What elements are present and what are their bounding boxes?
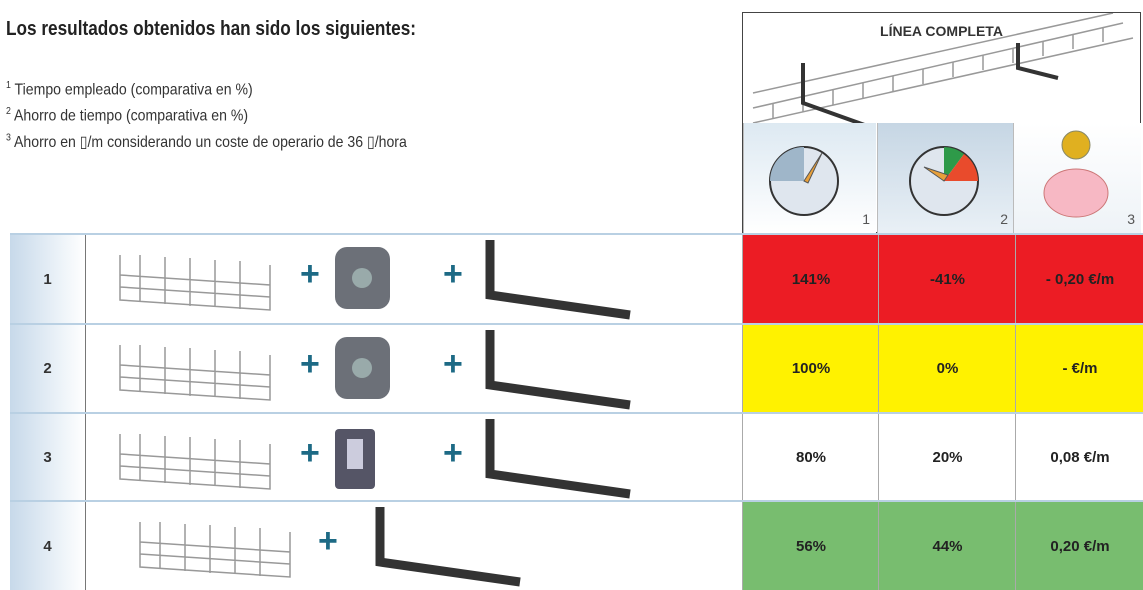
panel: 1 2 3 LÍNEA COMPLETA bbox=[742, 12, 1141, 233]
value-cell: 20% bbox=[878, 414, 1016, 500]
product-images bbox=[119, 419, 631, 499]
value-cell: 44% bbox=[878, 502, 1016, 590]
row-label: 3 bbox=[10, 414, 86, 500]
note-text: Ahorro de tiempo (comparativa en %) bbox=[14, 107, 249, 125]
value-cell: 0,08 €/m bbox=[1015, 414, 1143, 500]
row-label: 1 bbox=[10, 235, 86, 323]
plus-sign: + bbox=[443, 255, 463, 293]
note-number: 3 bbox=[6, 132, 11, 144]
note: 3 Ahorro en ▯/m considerando un coste de… bbox=[6, 132, 407, 152]
note: 2 Ahorro de tiempo (comparativa en %) bbox=[6, 106, 248, 125]
plus-sign: + bbox=[300, 434, 320, 472]
plus-sign: + bbox=[300, 255, 320, 293]
value-cell: -41% bbox=[878, 235, 1016, 323]
value-cell: 100% bbox=[742, 325, 879, 412]
row-label: 4 bbox=[10, 502, 86, 590]
value-cell: 0% bbox=[878, 325, 1016, 412]
product-images bbox=[119, 330, 631, 410]
plus-sign: + bbox=[443, 434, 463, 472]
value-cell: - €/m bbox=[1015, 325, 1143, 412]
product-images bbox=[119, 240, 631, 320]
value-cell: 56% bbox=[742, 502, 879, 590]
row-label: 2 bbox=[10, 325, 86, 412]
value-cell: 141% bbox=[742, 235, 879, 323]
title: Los resultados obtenidos han sido los si… bbox=[6, 18, 416, 40]
icon-number: 1 bbox=[862, 211, 870, 227]
row-separator bbox=[10, 323, 1143, 325]
row-separator bbox=[10, 233, 1143, 235]
panel-title: LÍNEA COMPLETA bbox=[880, 23, 1003, 39]
icon-number: 3 bbox=[1127, 211, 1135, 227]
money-icon: 3 bbox=[1013, 123, 1141, 233]
value-cell: 0,20 €/m bbox=[1015, 502, 1143, 590]
note-number: 2 bbox=[6, 106, 11, 117]
icon-number: 2 bbox=[1000, 211, 1008, 227]
note-number: 1 bbox=[6, 80, 11, 91]
product-images bbox=[139, 507, 521, 587]
row-separator bbox=[10, 500, 1143, 502]
plus-sign: + bbox=[443, 345, 463, 383]
note-text: Tiempo empleado (comparativa en %) bbox=[14, 81, 253, 99]
value-cell: 80% bbox=[742, 414, 879, 500]
tray-image bbox=[752, 13, 1134, 123]
plus-sign: + bbox=[300, 345, 320, 383]
saving-icon: 2 bbox=[877, 123, 1014, 233]
note-text: Ahorro en ▯/m considerando un coste de o… bbox=[14, 134, 407, 151]
value-cell: - 0,20 €/m bbox=[1015, 235, 1143, 323]
plus-sign: + bbox=[318, 522, 338, 560]
row-separator bbox=[10, 412, 1143, 414]
time-icon: 1 bbox=[743, 123, 876, 233]
note: 1 Tiempo empleado (comparativa en %) bbox=[6, 80, 253, 99]
